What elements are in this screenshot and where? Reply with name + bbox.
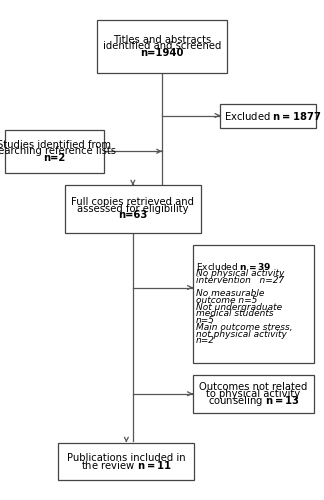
Text: Excluded $\bf{n=39}$: Excluded $\bf{n=39}$ [196,261,272,272]
FancyBboxPatch shape [58,442,194,480]
FancyBboxPatch shape [193,245,314,362]
FancyBboxPatch shape [97,20,227,72]
Text: outcome n=5: outcome n=5 [196,296,257,305]
Text: intervention   n=27: intervention n=27 [196,276,284,284]
Text: Full copies retrieved and: Full copies retrieved and [71,197,194,207]
Text: Main outcome stress,: Main outcome stress, [196,323,293,332]
FancyBboxPatch shape [65,185,201,232]
Text: not physical activity: not physical activity [196,330,287,338]
Text: Not undergraduate: Not undergraduate [196,302,282,312]
FancyBboxPatch shape [5,130,104,172]
Text: counseling $\bf{n=13}$: counseling $\bf{n=13}$ [208,394,299,407]
FancyBboxPatch shape [193,375,314,412]
Text: Excluded $\bf{n=1877}$: Excluded $\bf{n=1877}$ [224,110,321,122]
Text: identified and screened: identified and screened [103,42,221,51]
Text: to physical activity: to physical activity [206,389,301,399]
Text: searching reference lists: searching reference lists [0,146,116,156]
Text: Studies identified from: Studies identified from [0,140,111,149]
Text: n=2: n=2 [196,336,215,345]
Text: Titles and abstracts: Titles and abstracts [113,34,211,44]
Text: assessed for eligibility: assessed for eligibility [77,204,189,214]
Text: n=5: n=5 [196,316,215,325]
Text: No measurable: No measurable [196,289,264,298]
Text: medical students: medical students [196,310,274,318]
Text: n=1940: n=1940 [140,48,184,58]
Text: No physical activity: No physical activity [196,269,284,278]
Text: Publications included in: Publications included in [67,453,186,463]
Text: Outcomes not related: Outcomes not related [199,382,308,392]
Text: n=63: n=63 [118,210,147,220]
Text: n=2: n=2 [43,153,65,163]
FancyBboxPatch shape [220,104,316,128]
Text: the review $\bf{n=11}$: the review $\bf{n=11}$ [81,458,172,470]
